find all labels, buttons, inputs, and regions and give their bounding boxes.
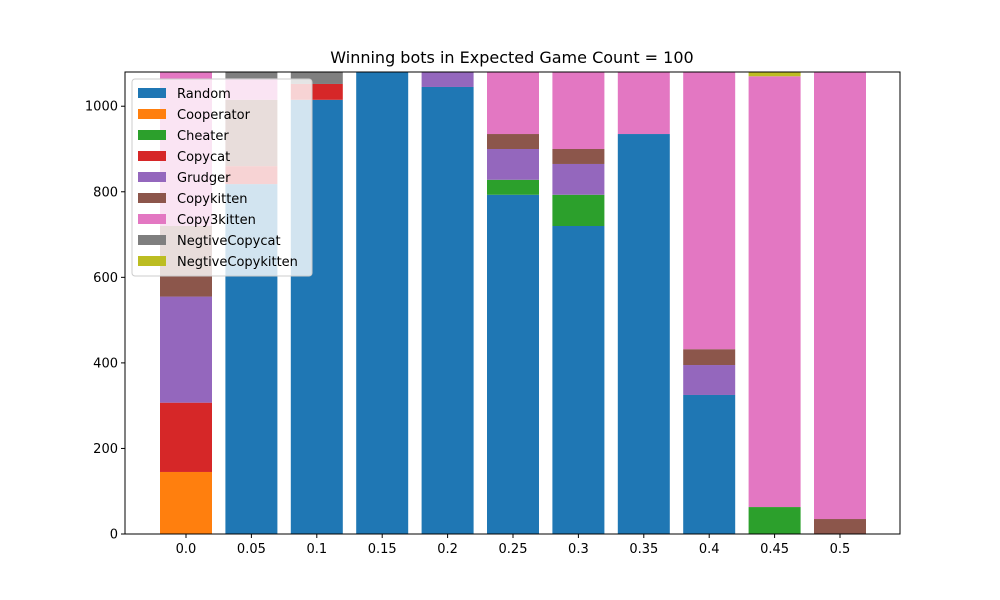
bar-segment-grudger-6 [552, 163, 605, 195]
bar-segment-random-6 [552, 226, 605, 534]
legend-label-negtivecopycat: NegtiveCopycat [177, 234, 281, 249]
bar-segment-random-4 [421, 86, 474, 534]
x-tick-label: 0.4 [699, 542, 720, 557]
x-tick-label: 0.35 [629, 542, 658, 557]
legend-label-negtivecopykitten: NegtiveCopykitten [177, 255, 298, 270]
bar-segment-grudger-8 [683, 365, 736, 395]
bar-segment-cheater-5 [487, 179, 539, 195]
bar-segment-copy3kitten-8 [683, 72, 736, 350]
x-tick-label: 0.5 [830, 542, 851, 557]
legend-swatch-copycat [138, 151, 166, 161]
legend-swatch-copy3kitten [138, 214, 166, 224]
chart-title: Winning bots in Expected Game Count = 10… [330, 48, 693, 67]
legend-label-cheater: Cheater [177, 129, 229, 144]
axes-layer: 0 200 400 600 800 1000 0.0 0.05 0.1 0.15 0.2 0.25 0.… [85, 100, 850, 557]
bar-segment-copy3kitten-7 [617, 72, 670, 135]
y-tick-label: 200 [93, 442, 118, 457]
legend-swatch-negtivecopykitten [138, 256, 166, 266]
bar-segment-copykitten-10 [814, 519, 866, 534]
y-tick-label: 400 [93, 356, 118, 371]
bar-segment-random-3 [356, 72, 409, 534]
legend-label-copycat: Copycat [177, 150, 230, 165]
legend-label-copykitten: Copykitten [177, 192, 248, 207]
bar-segment-copykitten-8 [683, 349, 736, 366]
bar-segment-copycat-0 [160, 402, 212, 472]
x-tick-label: 0.3 [568, 542, 589, 557]
legend-label-cooperator: Cooperator [177, 108, 251, 123]
x-tick-label: 0.0 [176, 542, 197, 557]
bar-segment-cheater-6 [552, 194, 605, 226]
legend-swatch-grudger [138, 172, 166, 182]
legend-box [131, 78, 313, 277]
legend-swatch-random [138, 88, 166, 98]
legend-swatch-copykitten [138, 193, 166, 203]
y-tick-label: 800 [93, 185, 118, 200]
legend-label-grudger: Grudger [177, 171, 231, 186]
x-tick-label: 0.05 [237, 542, 266, 557]
bar-segment-cheater-9 [748, 507, 801, 534]
x-tick-label: 0.1 [306, 542, 327, 557]
bar-segment-grudger-0 [160, 296, 212, 403]
bar-segment-copykitten-5 [487, 134, 539, 149]
bar-segment-negtivecopycat-1 [225, 72, 278, 79]
legend-swatch-negtivecopycat [138, 235, 166, 245]
legend-label-copy3kitten: Copy3kitten [177, 213, 256, 228]
bar-segment-negtivecopykitten-9 [748, 72, 801, 77]
x-tick-label: 0.25 [499, 542, 528, 557]
y-tick-label: 600 [93, 271, 118, 286]
legend-label-random: Random [177, 87, 231, 102]
bar-segment-copy3kitten-10 [814, 72, 866, 520]
bar-segment-random-7 [617, 134, 670, 534]
bar-segment-copy3kitten-9 [748, 76, 801, 508]
legend: Random Cooperator Cheater Copycat Grudger Cop… [131, 78, 313, 277]
bar-segment-cooperator-0 [160, 471, 212, 534]
y-tick-label: 0 [110, 528, 118, 543]
x-tick-label: 0.15 [368, 542, 397, 557]
bar-segment-random-5 [487, 194, 539, 534]
x-tick-label: 0.45 [760, 542, 789, 557]
x-tick-label: 0.2 [437, 542, 458, 557]
bar-segment-copy3kitten-6 [552, 72, 605, 149]
bar-segment-negtivecopycat-2 [290, 72, 343, 84]
legend-swatch-cooperator [138, 109, 166, 119]
bar-segment-copykitten-6 [552, 149, 605, 164]
bar-segment-grudger-4 [421, 72, 474, 87]
y-tick-label: 1000 [85, 100, 118, 115]
legend-swatch-cheater [138, 130, 166, 140]
bar-segment-grudger-5 [487, 149, 539, 180]
bar-segment-copy3kitten-5 [487, 72, 539, 135]
bar-segment-random-8 [683, 394, 736, 534]
